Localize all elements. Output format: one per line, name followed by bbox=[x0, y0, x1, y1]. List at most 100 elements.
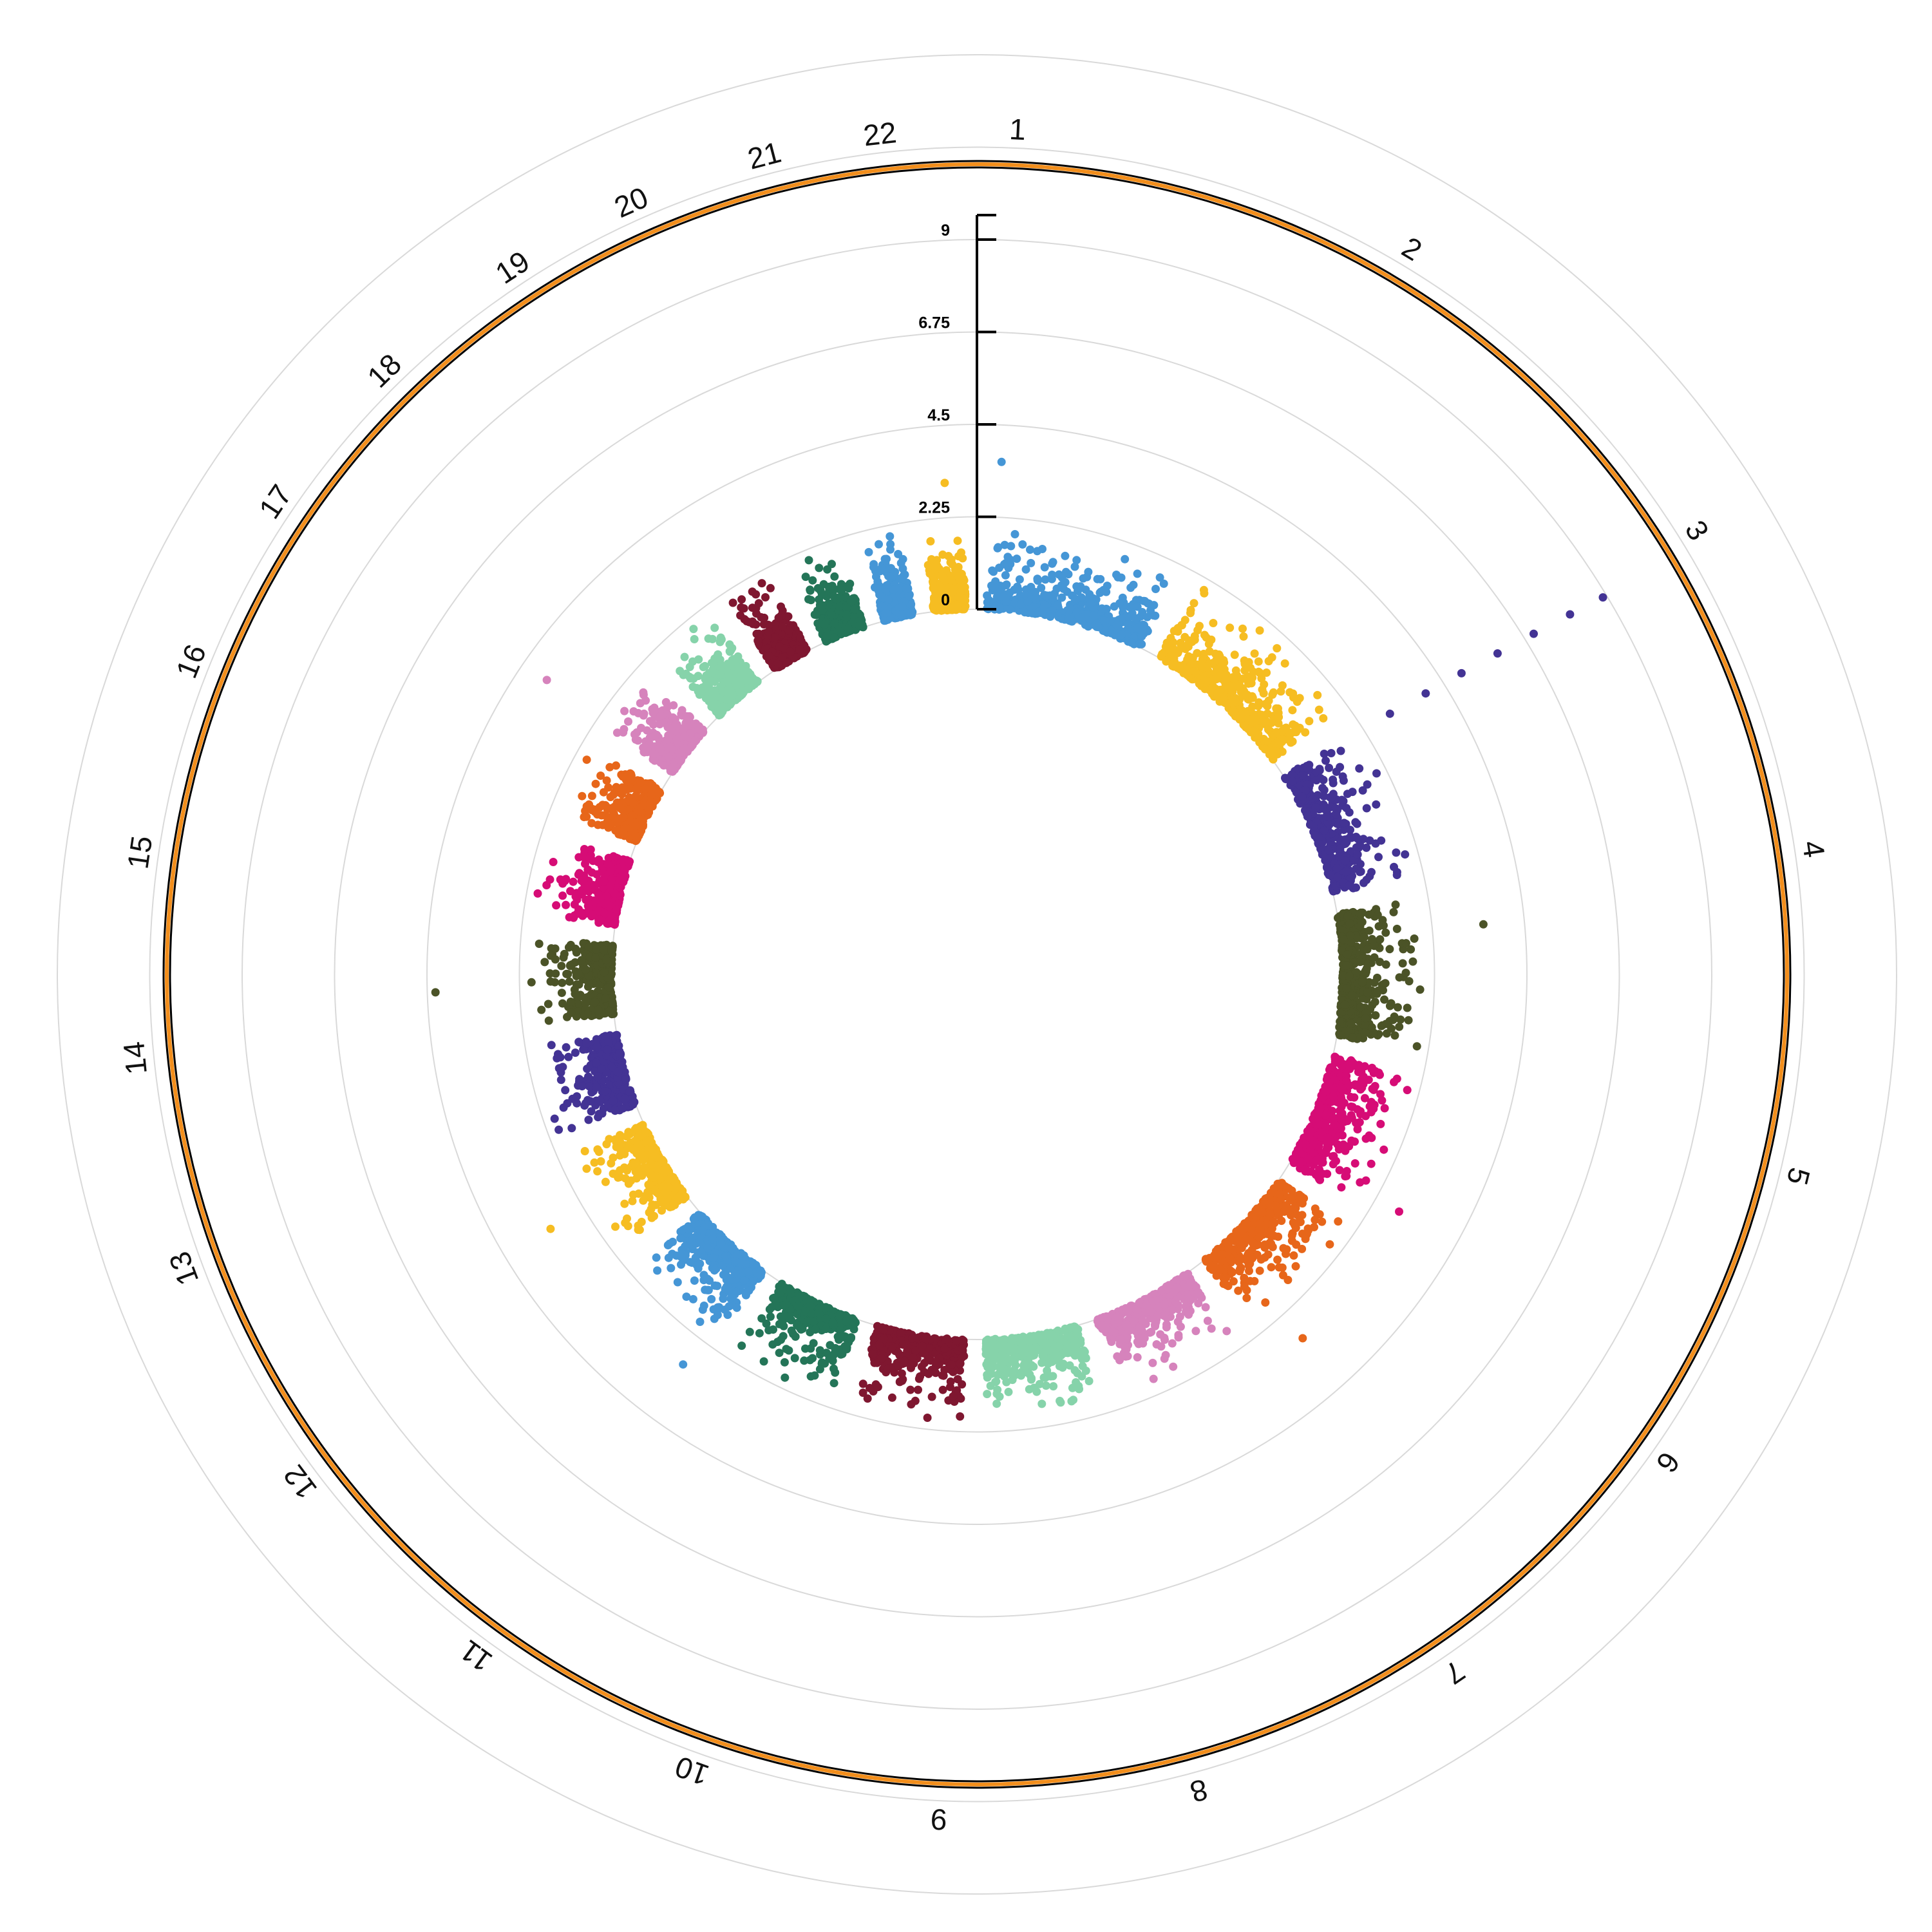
data-point bbox=[1207, 1324, 1216, 1333]
data-point bbox=[1293, 697, 1302, 706]
data-point bbox=[1234, 1286, 1243, 1295]
data-point bbox=[1347, 938, 1356, 947]
data-point bbox=[914, 1385, 922, 1394]
data-point bbox=[991, 1378, 1000, 1387]
data-point bbox=[1169, 645, 1178, 654]
data-point bbox=[1329, 1092, 1338, 1101]
data-point bbox=[879, 1325, 888, 1334]
data-point bbox=[1352, 968, 1361, 977]
data-point bbox=[1242, 1294, 1251, 1302]
data-point bbox=[1335, 1166, 1344, 1175]
data-point bbox=[547, 1041, 556, 1050]
data-point bbox=[1347, 1019, 1356, 1028]
data-point bbox=[1267, 1239, 1276, 1248]
data-point bbox=[1070, 562, 1079, 571]
data-point bbox=[731, 1269, 740, 1278]
data-point bbox=[1327, 1063, 1336, 1072]
chromosome-label: 14 bbox=[117, 1040, 153, 1076]
chromosome-points-4 bbox=[1334, 900, 1425, 1051]
data-point bbox=[1416, 985, 1425, 994]
data-point bbox=[1305, 820, 1314, 829]
data-point bbox=[1183, 655, 1192, 664]
data-point bbox=[983, 1373, 992, 1382]
data-point bbox=[906, 1385, 915, 1394]
data-point bbox=[1238, 624, 1247, 633]
data-point bbox=[1298, 771, 1307, 779]
data-point bbox=[1054, 1341, 1063, 1350]
data-point bbox=[1175, 1312, 1184, 1321]
data-point bbox=[1072, 607, 1081, 616]
data-point bbox=[849, 1325, 858, 1334]
data-point bbox=[757, 1314, 766, 1323]
data-point bbox=[1141, 597, 1150, 605]
data-point bbox=[1033, 576, 1042, 585]
data-point bbox=[1001, 581, 1010, 590]
data-point bbox=[1043, 1359, 1052, 1368]
data-point bbox=[732, 1303, 741, 1312]
data-point bbox=[1292, 728, 1300, 737]
data-point bbox=[1271, 1201, 1280, 1209]
data-point bbox=[1374, 853, 1383, 862]
data-point bbox=[1250, 1276, 1259, 1285]
data-point bbox=[1038, 545, 1046, 553]
data-point bbox=[829, 1379, 838, 1388]
data-point bbox=[1026, 545, 1034, 554]
data-point bbox=[1133, 602, 1142, 611]
data-point bbox=[1392, 848, 1401, 857]
data-point bbox=[582, 1164, 591, 1173]
data-point bbox=[1274, 719, 1283, 728]
data-point bbox=[1261, 1298, 1270, 1307]
data-point bbox=[1361, 1176, 1370, 1185]
data-point bbox=[1302, 762, 1311, 770]
data-point bbox=[1238, 674, 1247, 683]
data-point bbox=[996, 1364, 1005, 1373]
data-point bbox=[1017, 600, 1026, 609]
data-point bbox=[745, 1327, 754, 1336]
data-point bbox=[1084, 567, 1093, 576]
data-point bbox=[1382, 1029, 1391, 1038]
data-point bbox=[1385, 945, 1394, 954]
data-point bbox=[1157, 1342, 1166, 1351]
data-point bbox=[1268, 690, 1277, 699]
data-point bbox=[1048, 571, 1057, 579]
data-point bbox=[868, 1350, 877, 1359]
data-point bbox=[657, 1155, 666, 1164]
data-point bbox=[1010, 1366, 1019, 1375]
data-point bbox=[632, 1124, 641, 1133]
data-point bbox=[811, 1325, 820, 1334]
data-point bbox=[1021, 565, 1030, 574]
data-point bbox=[1330, 1120, 1339, 1129]
data-point bbox=[1054, 601, 1063, 610]
data-point bbox=[1215, 652, 1224, 661]
data-point bbox=[1050, 1354, 1059, 1363]
data-point bbox=[1288, 706, 1297, 715]
data-point bbox=[1363, 945, 1372, 954]
data-point bbox=[1325, 763, 1334, 772]
data-point bbox=[1298, 1199, 1307, 1208]
data-point bbox=[1081, 610, 1090, 618]
chromosome-label: 7 bbox=[1439, 1654, 1471, 1691]
data-point bbox=[1321, 1110, 1331, 1119]
chromosome-label: 19 bbox=[489, 244, 535, 290]
data-point bbox=[1358, 978, 1367, 987]
data-point bbox=[1052, 584, 1061, 593]
data-point bbox=[1106, 616, 1115, 625]
data-point bbox=[663, 1241, 672, 1249]
data-point bbox=[1369, 1104, 1378, 1113]
data-point bbox=[1331, 804, 1340, 813]
data-point bbox=[1221, 675, 1230, 684]
data-point bbox=[1117, 630, 1126, 639]
data-point bbox=[1137, 639, 1146, 649]
chromosome-points-7 bbox=[1093, 1269, 1231, 1383]
data-point bbox=[1311, 1215, 1320, 1224]
data-point bbox=[677, 1253, 686, 1262]
data-point bbox=[1334, 1217, 1343, 1226]
data-point bbox=[1217, 1250, 1226, 1259]
data-point bbox=[1061, 551, 1070, 560]
chromosome-label: 5 bbox=[1781, 1164, 1817, 1188]
chromosome-label: 6 bbox=[1650, 1446, 1687, 1479]
data-point bbox=[584, 1115, 593, 1124]
data-point bbox=[741, 1288, 750, 1297]
data-point bbox=[1324, 846, 1333, 855]
data-point bbox=[1233, 683, 1242, 692]
